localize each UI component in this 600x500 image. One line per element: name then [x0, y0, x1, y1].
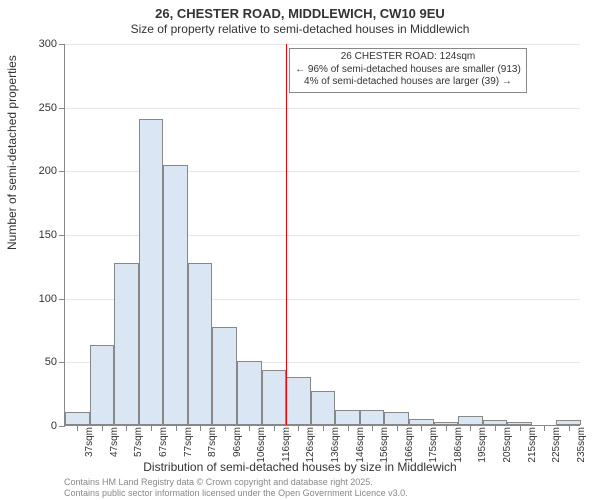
x-axis-label: Distribution of semi-detached houses by … [0, 460, 600, 474]
footer-line-1: Contains HM Land Registry data © Crown c… [64, 477, 373, 487]
histogram-bar [311, 391, 336, 425]
x-tick-label: 87sqm [200, 425, 218, 457]
y-tick-label: 200 [39, 165, 65, 177]
chart-container: 26, CHESTER ROAD, MIDDLEWICH, CW10 9EU S… [0, 0, 600, 500]
x-tick-label: 126sqm [298, 425, 316, 463]
x-tick-label: 215sqm [520, 425, 538, 463]
x-tick-label: 96sqm [225, 425, 243, 457]
histogram-bar [286, 377, 311, 425]
x-tick-label: 186sqm [446, 425, 464, 463]
histogram-bar [237, 361, 262, 425]
histogram-bar [163, 165, 188, 425]
y-tick-label: 250 [39, 102, 65, 114]
histogram-bar [262, 370, 287, 425]
footer-attribution: Contains HM Land Registry data © Crown c… [64, 477, 408, 498]
x-tick-label: 156sqm [372, 425, 390, 463]
y-tick-label: 150 [39, 229, 65, 241]
x-tick-label: 116sqm [274, 425, 292, 462]
x-tick-label: 77sqm [176, 425, 194, 457]
x-tick-label: 136sqm [323, 425, 341, 463]
y-tick-label: 100 [39, 293, 65, 305]
histogram-bar [335, 410, 360, 425]
x-tick-label: 235sqm [569, 425, 587, 463]
y-tick-label: 0 [51, 420, 65, 432]
x-tick-label: 47sqm [102, 425, 120, 457]
histogram-bar [188, 263, 213, 425]
annotation-line-1: 26 CHESTER ROAD: 124sqm [295, 51, 521, 64]
x-tick-label: 146sqm [348, 425, 366, 463]
x-tick-label: 205sqm [495, 425, 513, 463]
histogram-bar [458, 416, 483, 425]
x-tick-label: 57sqm [126, 425, 144, 457]
title-block: 26, CHESTER ROAD, MIDDLEWICH, CW10 9EU S… [0, 0, 600, 36]
x-tick-label: 166sqm [397, 425, 415, 463]
footer-line-2: Contains public sector information licen… [64, 488, 408, 498]
y-axis-label: Number of semi-detached properties [5, 55, 19, 250]
histogram-bar [114, 263, 139, 425]
histogram-bar [90, 345, 115, 425]
reference-line [286, 44, 287, 425]
histogram-bar [212, 327, 237, 425]
y-tick-label: 50 [45, 356, 65, 368]
gridline [65, 108, 580, 109]
gridline [65, 44, 580, 45]
x-tick-label: 106sqm [249, 425, 267, 463]
annotation-box: 26 CHESTER ROAD: 124sqm ← 96% of semi-de… [289, 48, 527, 93]
plot-area: 05010015020025030037sqm47sqm57sqm67sqm77… [64, 44, 580, 426]
x-tick-label: 67sqm [151, 425, 169, 457]
chart-title: 26, CHESTER ROAD, MIDDLEWICH, CW10 9EU [0, 6, 600, 21]
x-tick-label: 195sqm [470, 425, 488, 463]
x-tick-label: 37sqm [77, 425, 95, 457]
x-tick-label: 175sqm [421, 425, 439, 463]
histogram-bar [139, 119, 164, 425]
annotation-line-2: ← 96% of semi-detached houses are smalle… [295, 64, 521, 77]
y-tick-label: 300 [39, 38, 65, 50]
chart-subtitle: Size of property relative to semi-detach… [0, 22, 600, 36]
annotation-line-3: 4% of semi-detached houses are larger (3… [295, 76, 521, 89]
histogram-bar [65, 412, 90, 425]
histogram-bar [384, 412, 409, 425]
x-tick-label: 225sqm [544, 425, 562, 463]
histogram-bar [360, 410, 385, 425]
